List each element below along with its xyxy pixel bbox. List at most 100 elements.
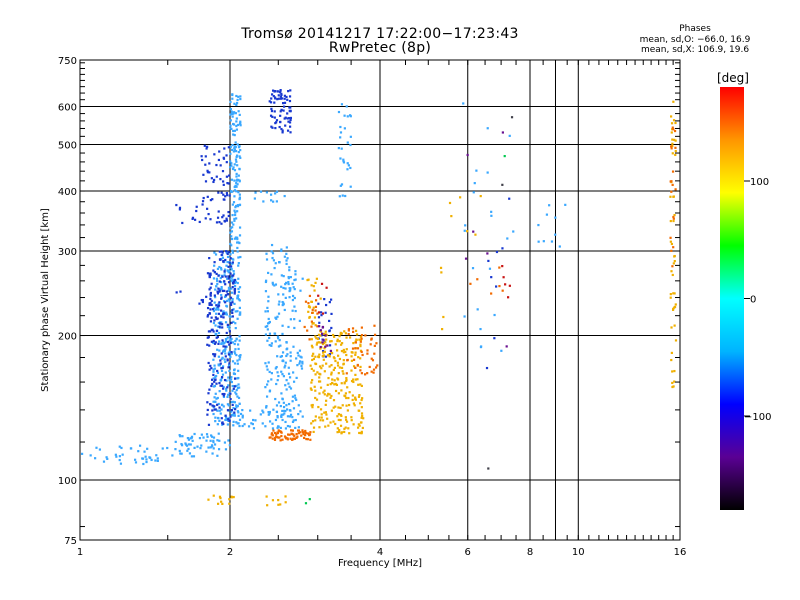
data-point	[217, 210, 220, 213]
y-tick-label: 600	[58, 103, 77, 114]
data-point	[233, 342, 236, 346]
data-point	[278, 261, 281, 264]
data-point	[671, 128, 674, 131]
data-point	[215, 277, 219, 280]
data-point	[276, 335, 280, 338]
data-point	[145, 460, 148, 464]
data-point	[243, 423, 246, 426]
data-point	[229, 190, 233, 193]
data-point	[239, 412, 243, 416]
data-point	[234, 150, 238, 153]
data-point	[215, 285, 218, 288]
data-point	[476, 278, 479, 281]
data-point	[233, 377, 237, 380]
data-point	[220, 222, 223, 225]
data-point	[212, 441, 215, 444]
data-point	[339, 136, 342, 139]
data-point	[325, 344, 328, 347]
data-point	[238, 241, 241, 245]
data-point	[208, 312, 212, 315]
data-point	[236, 246, 239, 250]
data-point	[210, 434, 213, 437]
data-point	[224, 448, 228, 451]
data-point	[238, 196, 242, 199]
data-point	[230, 408, 234, 412]
data-point	[228, 339, 231, 342]
data-point	[231, 341, 235, 344]
data-point	[545, 213, 549, 216]
data-point	[223, 289, 226, 292]
data-point	[235, 181, 238, 185]
data-point	[231, 384, 234, 388]
data-point	[208, 388, 211, 391]
data-point	[236, 405, 239, 408]
data-point	[364, 373, 367, 376]
data-point	[273, 101, 276, 104]
data-point	[225, 250, 228, 253]
data-point	[374, 366, 378, 369]
data-point	[323, 389, 326, 392]
data-point	[671, 273, 674, 277]
data-point	[234, 322, 237, 325]
data-point	[352, 423, 355, 426]
data-point	[281, 373, 284, 376]
data-point	[234, 112, 237, 115]
data-point	[349, 115, 352, 118]
colorbar-tick-label: 100	[750, 177, 769, 188]
data-point	[670, 351, 673, 355]
data-point	[271, 499, 275, 502]
data-point	[294, 309, 297, 313]
data-point	[350, 416, 353, 419]
data-point	[228, 269, 231, 273]
data-point	[215, 272, 218, 275]
data-point	[319, 347, 322, 350]
data-point	[498, 284, 501, 288]
data-point	[238, 418, 242, 421]
data-point	[213, 251, 216, 254]
data-point	[323, 298, 326, 301]
data-point	[501, 131, 504, 134]
data-point	[222, 193, 225, 196]
data-point	[280, 415, 283, 419]
data-point	[270, 342, 274, 345]
data-point	[283, 94, 286, 97]
data-point	[267, 317, 270, 321]
data-point	[317, 333, 321, 336]
data-point	[338, 430, 341, 433]
data-point	[282, 375, 285, 378]
data-point	[220, 315, 223, 318]
data-point	[311, 403, 314, 407]
data-point	[180, 444, 184, 447]
data-point	[118, 445, 121, 448]
data-point	[216, 292, 220, 295]
data-point	[291, 415, 294, 419]
data-point	[211, 409, 214, 412]
data-point	[233, 217, 236, 221]
data-point	[270, 243, 274, 247]
data-point	[284, 495, 287, 498]
data-point	[334, 389, 338, 393]
data-point	[232, 112, 235, 115]
grid-lines	[80, 60, 680, 540]
data-point	[134, 461, 138, 464]
data-point	[310, 381, 313, 384]
data-point	[219, 412, 222, 415]
data-point	[232, 320, 235, 323]
data-point	[264, 290, 268, 293]
data-point	[301, 415, 304, 418]
data-point	[340, 103, 344, 106]
data-point	[212, 353, 215, 356]
data-point	[359, 421, 363, 424]
data-point	[329, 421, 332, 424]
data-point	[217, 331, 221, 335]
data-point	[351, 394, 354, 397]
data-point	[319, 297, 322, 300]
data-point	[235, 155, 238, 159]
data-point	[211, 382, 214, 386]
data-point	[229, 302, 232, 305]
data-point	[266, 325, 269, 328]
data-point	[297, 429, 301, 432]
data-point	[271, 283, 275, 286]
data-point	[227, 298, 230, 301]
data-point	[292, 419, 295, 422]
